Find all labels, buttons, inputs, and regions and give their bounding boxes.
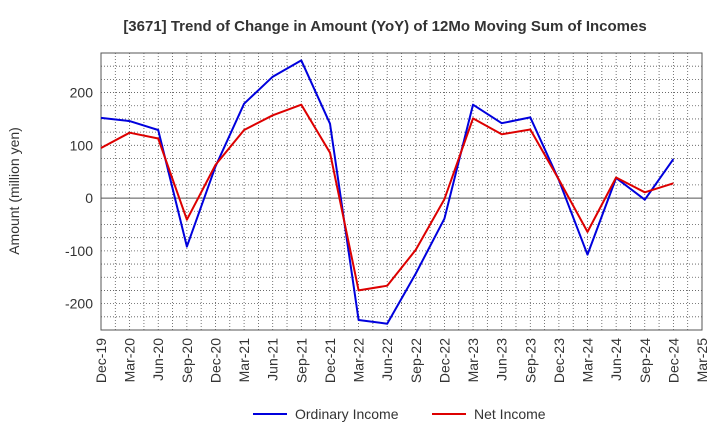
- x-tick-labels: Dec-19 Mar-20 Jun-20 Sep-20 Dec-20 Mar-21 Jun-…: [93, 338, 710, 383]
- x-tick-label: Sep-23: [522, 338, 538, 383]
- y-tick-label: 200: [70, 85, 94, 101]
- x-tick-label: Mar-20: [122, 338, 138, 383]
- x-tick-label: Jun-24: [608, 338, 624, 381]
- x-tick-label: Jun-20: [150, 338, 166, 381]
- legend-label-1: Net Income: [474, 406, 546, 422]
- x-tick-label: Dec-22: [436, 338, 452, 383]
- x-tick-label: Sep-21: [293, 338, 309, 383]
- chart-title: [3671] Trend of Change in Amount (YoY) o…: [123, 18, 646, 35]
- series-lines: [100, 59, 675, 325]
- plot-border: [100, 52, 703, 331]
- x-tick-label: Mar-21: [236, 338, 252, 383]
- grid: [100, 52, 703, 330]
- legend-label-0: Ordinary Income: [295, 406, 399, 422]
- y-tick-label: 100: [70, 137, 94, 153]
- series-line-1: [100, 103, 674, 292]
- x-tick-label: Dec-20: [207, 338, 223, 383]
- legend: Ordinary Income Net Income: [253, 406, 546, 422]
- x-tick-label: Jun-22: [379, 338, 395, 381]
- series-line-0: [100, 59, 675, 325]
- x-tick-label: Mar-24: [580, 338, 596, 383]
- x-tick-label: Sep-20: [179, 338, 195, 383]
- y-tick-label: -200: [65, 296, 93, 312]
- x-tick-label: Jun-23: [494, 338, 510, 381]
- y-tick-labels: -200 -100 0 100 200: [65, 85, 93, 312]
- x-tick-label: Mar-22: [351, 338, 367, 383]
- x-tick-label: Jun-21: [265, 338, 281, 381]
- x-tick-label: Mar-25: [694, 338, 710, 383]
- y-tick-label: -100: [65, 243, 93, 259]
- x-tick-label: Mar-23: [465, 338, 481, 383]
- plot-frame: [100, 52, 703, 331]
- x-tick-label: Dec-21: [322, 338, 338, 383]
- y-axis-label: Amount (million yen): [6, 127, 22, 255]
- x-tick-label: Dec-23: [551, 338, 567, 383]
- y-tick-label: 0: [85, 190, 93, 206]
- x-tick-label: Dec-19: [93, 338, 109, 383]
- x-tick-label: Sep-22: [408, 338, 424, 383]
- x-tick-label: Sep-24: [637, 338, 653, 383]
- x-tick-label: Dec-24: [665, 338, 681, 383]
